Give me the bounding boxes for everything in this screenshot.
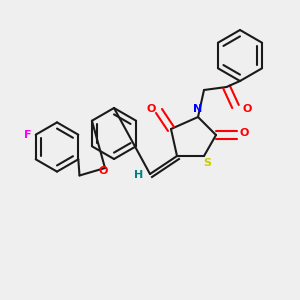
- Text: O: O: [240, 128, 249, 139]
- Text: N: N: [194, 104, 202, 115]
- Text: O: O: [147, 103, 156, 114]
- Text: O: O: [243, 104, 252, 115]
- Text: S: S: [203, 158, 211, 168]
- Text: O: O: [99, 166, 108, 176]
- Text: F: F: [23, 130, 31, 140]
- Text: H: H: [134, 170, 143, 181]
